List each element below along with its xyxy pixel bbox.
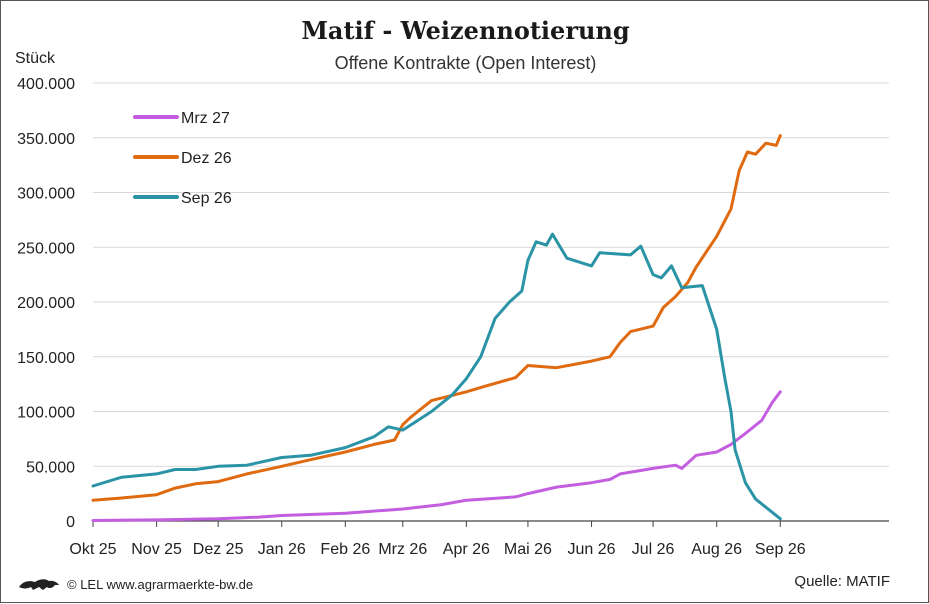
footer-copyright: © LEL www.agrarmaerkte-bw.de: [17, 575, 253, 593]
y-axis-unit: Stück: [15, 50, 56, 67]
x-tick-label: Jun 26: [568, 541, 616, 558]
x-tick-label: Dez 25: [193, 541, 244, 558]
y-tick-label: 0: [66, 514, 75, 531]
source-label: Quelle: MATIF: [794, 573, 890, 590]
x-tick-label: Jan 26: [258, 541, 306, 558]
legend-label: Sep 26: [181, 190, 232, 207]
x-tick-label: Sep 26: [755, 541, 806, 558]
series-line-1: [91, 134, 782, 502]
y-tick-label: 300.000: [17, 186, 75, 203]
y-axis-tick-labels: 0 50.000 100.000 150.000 200.000 250.000 300.0…: [17, 76, 75, 531]
x-tick-label: Apr 26: [443, 541, 490, 558]
x-tick-label: Mrz 26: [378, 541, 427, 558]
x-axis-tick-labels: Okt 25 Nov 25 Dez 25 Jan 26 Feb 26 Mrz 26 Apr …: [69, 541, 805, 558]
copyright-text: © LEL www.agrarmaerkte-bw.de: [67, 576, 254, 592]
x-tick-label: Jul 26: [632, 541, 675, 558]
x-tick-label: Mai 26: [504, 541, 552, 558]
chart-subtitle: Offene Kontrakte (Open Interest): [334, 53, 597, 73]
legend: Mrz 27 Dez 26 Sep 26: [133, 110, 232, 207]
lion-logo-icon: [19, 579, 59, 590]
grid-lines: [93, 82, 889, 467]
x-tick-label: Nov 25: [131, 541, 182, 558]
series-line-2: [91, 232, 782, 521]
y-tick-label: 100.000: [17, 405, 75, 422]
chart-title: Matif - Weizennotierung: [301, 16, 630, 45]
x-axis: [92, 520, 889, 527]
y-tick-label: 50.000: [26, 459, 75, 476]
y-tick-label: 250.000: [17, 240, 75, 257]
y-tick-label: 400.000: [17, 76, 75, 93]
series-line-0: [91, 390, 782, 522]
x-tick-label: Aug 26: [691, 541, 742, 558]
y-tick-label: 150.000: [17, 350, 75, 367]
x-tick-label: Feb 26: [320, 541, 370, 558]
series-lines: [91, 134, 782, 522]
legend-label: Dez 26: [181, 150, 232, 167]
y-tick-label: 350.000: [17, 131, 75, 148]
legend-label: Mrz 27: [181, 110, 230, 127]
x-tick-label: Okt 25: [69, 541, 116, 558]
y-tick-label: 200.000: [17, 295, 75, 312]
